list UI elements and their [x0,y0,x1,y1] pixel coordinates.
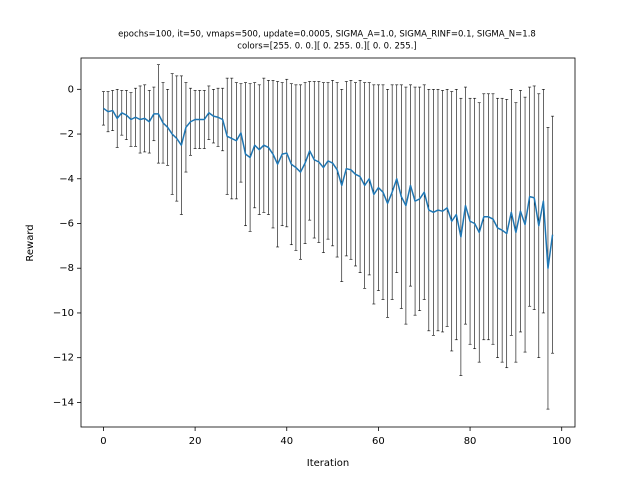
x-tick-label: 60 [372,436,385,447]
y-tick-label: −6 [59,218,74,229]
y-tick-label: 0 [68,84,74,95]
chart-title: epochs=100, it=50, vmaps=500, update=0.0… [118,30,536,40]
y-axis-label: Reward [25,224,36,261]
x-axis-label: Iteration [307,458,349,469]
x-tick-label: 0 [100,436,106,447]
x-tick-label: 100 [552,436,571,447]
y-tick-label: −14 [53,397,74,408]
chart-subtitle: colors=[255. 0. 0.][ 0. 255. 0.][ 0. 0. … [237,42,416,52]
x-tick-label: 80 [464,436,477,447]
plot-frame [80,57,576,428]
y-tick-label: −12 [53,353,74,364]
x-tick-label: 40 [280,436,293,447]
data-line [103,107,554,269]
y-tick-label: −8 [59,263,74,274]
y-tick-label: −4 [59,174,74,185]
x-tick-label: 20 [189,436,202,447]
y-tick-label: −10 [53,308,74,319]
y-tick-label: −2 [59,129,74,140]
